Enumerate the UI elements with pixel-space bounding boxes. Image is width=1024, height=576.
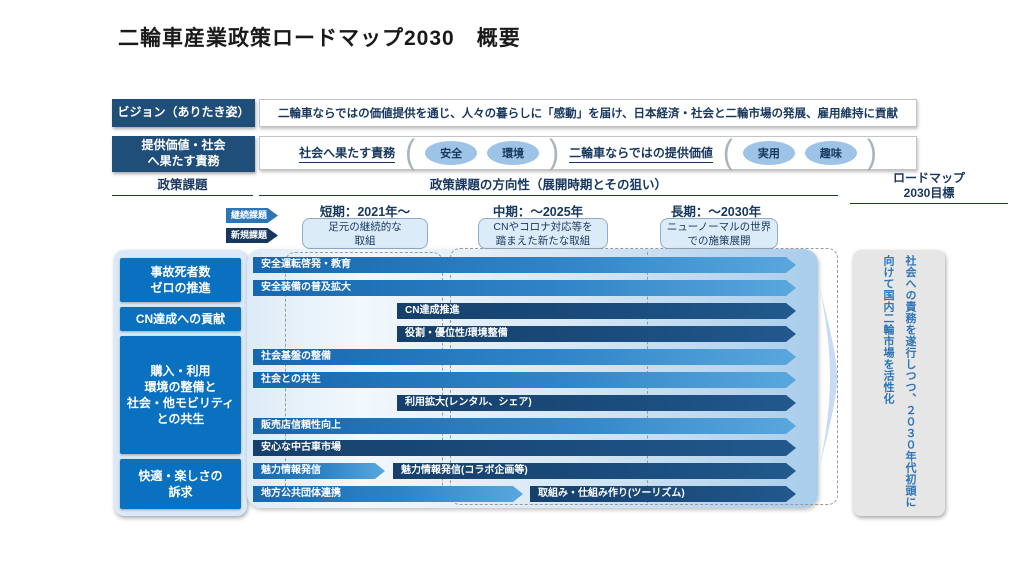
tag-safety: 安全 <box>425 141 478 165</box>
bar-role-advantage: 役割・優位性/環境整備 <box>397 326 796 342</box>
bar-tourism-framework: 取組み・仕組み作り(ツーリズム) <box>530 486 796 502</box>
header-policy-direction: 政策課題の方向性（展開時期とその狙い） <box>259 176 838 196</box>
bar-appeal-info: 魅力情報発信 <box>253 463 385 479</box>
bar-used-market: 安心な中古車市場 <box>253 440 796 456</box>
continuing-issues-chip: 継続課題 <box>226 208 278 223</box>
bar-appeal-info-collab: 魅力情報発信(コラボ企画等) <box>393 463 796 479</box>
brace-decoration <box>816 272 837 482</box>
bar-safety-education: 安全運転啓発・教育 <box>253 257 796 273</box>
tag-environment: 環境 <box>487 141 540 165</box>
goal-text: 社会への責務を遂行しつつ、２０３０年代初頭に向けて国内二輪市場を活性化 <box>882 255 916 508</box>
tag-utility: 実用 <box>742 141 795 165</box>
close-paren-icon: ) <box>549 133 560 172</box>
open-paren-icon: ( <box>722 133 733 172</box>
goal-panel: 社会への責務を遂行しつつ、２０３０年代初頭に向けて国内二輪市場を活性化 <box>853 250 945 516</box>
category-cn-contribution: CN達成への貢献 <box>120 307 241 331</box>
vision-statement-box: 二輪車ならではの価値提供を通じ、人々の暮らしに「感動」を届け、日本経済・社会と二… <box>259 99 917 127</box>
page-title: 二輪車産業政策ロードマップ2030 概要 <box>118 27 521 50</box>
term-short: 短期：2021年～ <box>319 205 411 219</box>
bar-cn-promotion: CN達成推進 <box>397 303 796 319</box>
value-label: 二輪車ならではの提供価値 <box>569 144 713 163</box>
duty-label: 社会へ果たす責務 <box>299 144 396 163</box>
bar-dealer-reliability: 販売店信頼性向上 <box>253 418 796 434</box>
period-box-short: 足元の継続的な 取組 <box>302 218 428 249</box>
category-purchase-use-environment: 購入・利用 環境の整備と 社会・他モビリティ との共生 <box>120 336 241 454</box>
vision-label: ビジョン（ありたき姿） <box>112 99 255 127</box>
term-mid: 中期：～2025年 <box>492 205 584 219</box>
categories-panel: 事故死者数 ゼロの推進 CN達成への貢献 購入・利用 環境の整備と 社会・他モビ… <box>114 250 247 516</box>
category-accident-zero: 事故死者数 ゼロの推進 <box>120 258 241 302</box>
bar-social-infrastructure: 社会基盤の整備 <box>253 349 796 365</box>
header-policy-issues: 政策課題 <box>112 176 253 196</box>
period-box-long: ニューノーマルの世界 での施策展開 <box>660 218 778 249</box>
close-paren-icon: ) <box>866 133 877 172</box>
values-label: 提供価値・社会 へ果たす責務 <box>112 136 255 172</box>
bar-local-government: 地方公共団体連携 <box>253 486 523 502</box>
new-issues-chip: 新規課題 <box>226 228 278 243</box>
bar-usage-expansion: 利用拡大(レンタル、シェア) <box>397 395 796 411</box>
bar-social-coexistence: 社会との共生 <box>253 372 796 388</box>
open-paren-icon: ( <box>405 133 416 172</box>
tag-hobby: 趣味 <box>804 141 857 165</box>
period-box-mid: CNやコロナ対応等を 踏まえた新たな取組 <box>478 218 608 249</box>
term-long: 長期：～2030年 <box>670 205 762 219</box>
bar-safety-equipment: 安全装備の普及拡大 <box>253 280 796 296</box>
values-box: 社会へ果たす責務 ( 安全 環境 ) 二輪車ならではの提供価値 ( 実用 趣味 … <box>259 133 917 172</box>
category-comfort-fun: 快適・楽しさの 訴求 <box>120 459 241 509</box>
header-roadmap-goal: ロードマップ 2030目標 <box>850 170 1008 204</box>
vision-statement: 二輪車ならではの価値提供を通じ、人々の暮らしに「感動」を届け、日本経済・社会と二… <box>277 108 899 120</box>
